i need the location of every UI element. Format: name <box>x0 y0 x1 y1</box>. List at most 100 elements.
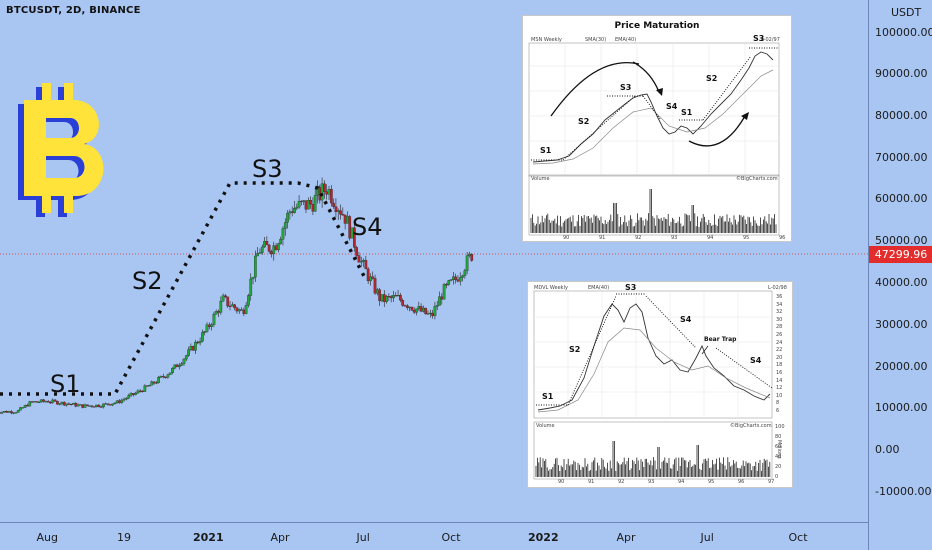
candle-body <box>449 279 453 281</box>
candle-body <box>51 399 55 403</box>
candle-body <box>366 268 370 282</box>
inset-bottom-price-tick: 22 <box>776 347 783 354</box>
price-axis[interactable]: USDT 100000.00 90000.00 80000.00 70000.00 60… <box>868 0 932 550</box>
candle-body <box>332 202 335 207</box>
main-chart[interactable]: BTCUSDT, 2D, BINANCE S1 S2 S3 S4 Price M… <box>0 0 868 522</box>
candle-body <box>207 324 211 327</box>
inset-top-s2a: S2 <box>578 117 590 126</box>
candle-body <box>403 305 407 307</box>
candle-body <box>90 405 94 407</box>
inset-bottom-s4a: S4 <box>680 315 692 324</box>
candle-body <box>233 304 236 308</box>
candle-body <box>277 243 280 251</box>
inset-title: Price Maturation <box>614 21 700 31</box>
candle-body <box>201 332 204 342</box>
candle-body <box>394 295 398 297</box>
time-tick: 19 <box>117 531 131 544</box>
candle-body <box>341 214 345 216</box>
candle-body <box>313 195 317 212</box>
inset-bottom-s3: S3 <box>625 283 637 292</box>
candle-body <box>180 363 184 366</box>
inset-bottom-price-tick: 32 <box>776 309 783 316</box>
candle-body <box>470 253 474 261</box>
candle-body <box>451 276 455 280</box>
candle-body <box>258 252 262 254</box>
candle-body <box>5 411 9 413</box>
inset-bottom-price-tick: 14 <box>776 377 783 384</box>
candle-body <box>355 247 358 256</box>
candle-body <box>283 222 287 229</box>
inset-bottom-plot <box>533 290 773 480</box>
candle-body <box>272 245 276 255</box>
candle-body <box>53 399 57 402</box>
candle-body <box>152 381 156 384</box>
candle-body <box>244 305 248 314</box>
inset-bottom-price-tick: 12 <box>776 385 783 392</box>
candle-body <box>62 401 66 406</box>
inset2-legend: MDVL Weekly <box>534 285 568 291</box>
candle-body <box>191 346 195 351</box>
candle-body <box>122 398 126 401</box>
inset-top-year-tick: 95 <box>743 235 750 241</box>
candle-body <box>69 403 73 406</box>
chart-canvas[interactable] <box>0 0 868 522</box>
candle-body <box>433 306 437 316</box>
candle-body <box>35 401 38 403</box>
candle-body <box>74 403 78 407</box>
candle-body <box>184 355 188 360</box>
inset-bottom-year-tick: 92 <box>618 479 625 485</box>
candle-body <box>281 228 285 240</box>
candle-body <box>267 244 271 252</box>
candle-body <box>111 403 114 406</box>
price-tick: 60000.00 <box>875 192 928 205</box>
time-axis[interactable]: Aug 19 2021 Apr Jul Oct 2022 Apr Jul Oct <box>0 522 868 550</box>
symbol-title: BTCUSDT, 2D, BINANCE <box>6 5 141 16</box>
inset-bottom-price-tick: 34 <box>776 301 783 308</box>
candle-body <box>300 200 303 203</box>
candle-body <box>129 393 133 396</box>
inset-bottom-year-tick: 93 <box>648 479 655 485</box>
inset-bottom-price-tick: 18 <box>776 362 783 369</box>
candle-body <box>304 200 308 210</box>
price-tick: 10000.00 <box>875 401 928 414</box>
candle-body <box>343 214 347 224</box>
candle-body <box>219 301 223 313</box>
candle-body <box>256 253 259 257</box>
candle-body <box>228 305 232 307</box>
candle-body <box>309 200 312 205</box>
candle-body <box>108 404 112 406</box>
candle-body <box>235 307 239 312</box>
stage-s1-label: S1 <box>50 370 81 398</box>
candle-body <box>339 210 342 215</box>
inset-top-s3b: S3 <box>753 34 765 43</box>
candle-body <box>461 275 464 278</box>
candle-body <box>376 289 379 294</box>
inset-top-s1b: S1 <box>681 108 693 117</box>
candle-body <box>288 211 292 214</box>
candle-body <box>373 278 377 294</box>
inset-bottom-year-tick: 95 <box>708 479 715 485</box>
candle-body <box>37 401 41 403</box>
candle-body <box>145 385 149 387</box>
candle-body <box>306 200 310 210</box>
candle-body <box>465 255 469 271</box>
candle-body <box>136 390 140 394</box>
inset-top-year-tick: 90 <box>563 235 570 241</box>
candle-body <box>302 200 306 202</box>
inset-bottom-s1: S1 <box>542 392 554 401</box>
candle-body <box>422 307 425 312</box>
inset-bottom-price-tick: 20 <box>776 354 783 361</box>
inset-bottom-price-tick: 26 <box>776 332 783 338</box>
candle-body <box>431 312 434 316</box>
inset-corner-label: L-02/97 <box>761 37 780 43</box>
inset-bottom-price-tick: 30 <box>776 316 783 323</box>
candle-body <box>44 401 48 403</box>
inset-legend-ema: EMA(40) <box>615 37 637 43</box>
inset-top-plot <box>528 42 780 236</box>
candle-body <box>412 310 416 313</box>
candle-body <box>212 313 216 325</box>
inset-bottom-year-tick: 97 <box>768 479 775 485</box>
candle-body <box>323 183 326 192</box>
price-tick: 20000.00 <box>875 360 928 373</box>
candle-body <box>210 324 213 327</box>
